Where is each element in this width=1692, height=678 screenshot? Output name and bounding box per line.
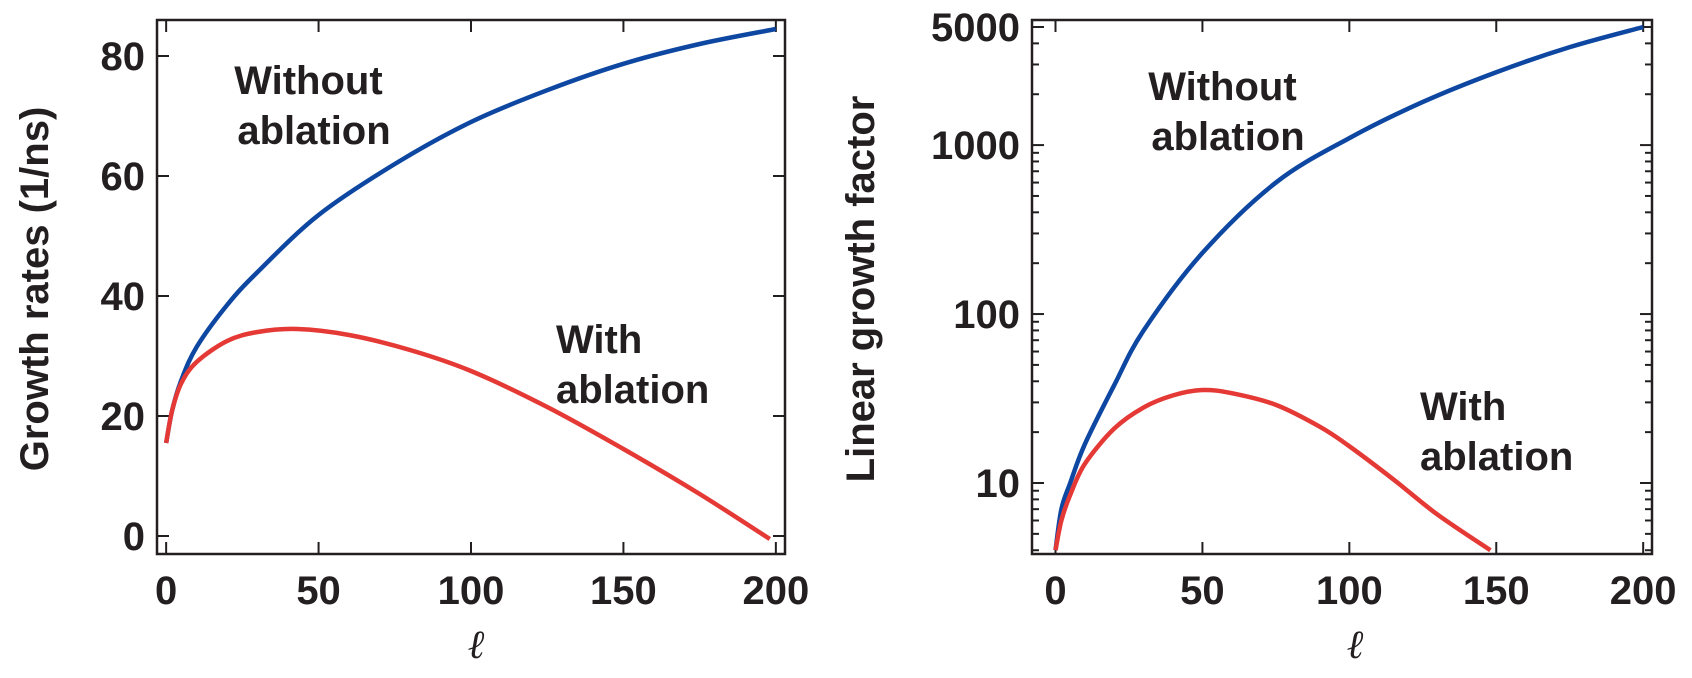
growth-factor-series-line-with-ablation (1053, 387, 1492, 553)
growth-rate-plot-marks: 0 50 100 150 200 0 20 40 60 80 (101, 20, 809, 613)
growth-rate-annotation-with-line2: ablation (556, 368, 709, 412)
growth-factor-plot-frame (1030, 18, 1654, 556)
growth-rate-annotation-with-line1: With (556, 318, 642, 362)
growth-rate-annotation-without-line2: ablation (237, 109, 390, 153)
growth-factor-y-tick-label: 10 (976, 462, 1021, 506)
growth-rate-y-tick-label: 80 (101, 35, 146, 79)
growth-rate-y-axis-title: Growth rates (1/ns) (13, 107, 57, 472)
growth-rate-y-tick-label: 0 (123, 515, 145, 559)
growth-factor-y-tick-label: 5000 (931, 6, 1020, 50)
growth-rate-series-line-with-ablation (163, 326, 771, 541)
growth-rate-plot-frame (155, 18, 787, 556)
growth-factor-chart: 0 50 100 150 200 10 100 1000 5000 Linear growth … (839, 6, 1677, 668)
growth-rate-x-tick-label: 150 (590, 569, 657, 613)
growth-rate-y-tick-label: 20 (101, 395, 146, 439)
growth-factor-annotation-with-ablation: With ablation (1420, 385, 1573, 479)
growth-rate-x-tick-label: 200 (742, 569, 809, 613)
growth-factor-y-tick-label: 1000 (931, 124, 1020, 168)
growth-rate-x-axis-title: ℓ (468, 622, 485, 668)
growth-factor-plot-marks: 0 50 100 150 200 10 100 1000 5000 (931, 6, 1677, 613)
growth-factor-annotation-without-line2: ablation (1151, 115, 1304, 159)
growth-factor-y-axis-title: Linear growth factor (839, 96, 883, 483)
growth-factor-x-tick-label: 200 (1610, 569, 1677, 613)
growth-rate-x-tick-label: 50 (296, 569, 341, 613)
growth-factor-series-line-without-ablation (1053, 24, 1644, 551)
growth-factor-annotation-with-line2: ablation (1420, 435, 1573, 479)
growth-factor-x-axis-title: ℓ (1347, 622, 1364, 668)
growth-factor-x-tick-label: 100 (1316, 569, 1383, 613)
growth-factor-x-tick-label: 50 (1180, 569, 1225, 613)
growth-rate-annotation-without-ablation: Without ablation (234, 59, 394, 153)
growth-factor-annotation-with-line1: With (1420, 385, 1506, 429)
growth-rate-annotation-without-line1: Without (234, 59, 382, 103)
growth-rate-x-tick-label: 100 (438, 569, 505, 613)
growth-factor-annotation-without-line1: Without (1148, 65, 1296, 109)
growth-factor-y-tick-label: 100 (953, 293, 1020, 337)
growth-rate-annotation-with-ablation: With ablation (556, 318, 709, 412)
growth-rate-y-tick-label: 60 (101, 155, 146, 199)
growth-factor-x-tick-label: 150 (1463, 569, 1530, 613)
growth-rate-y-tick-label: 40 (101, 275, 146, 319)
growth-factor-x-tick-label: 0 (1044, 569, 1066, 613)
growth-rate-chart: 0 50 100 150 200 0 20 40 60 80 Growth rates (1/ns… (13, 18, 809, 668)
growth-rate-x-tick-label: 0 (155, 569, 177, 613)
growth-factor-annotation-without-ablation: Without ablation (1148, 65, 1308, 159)
